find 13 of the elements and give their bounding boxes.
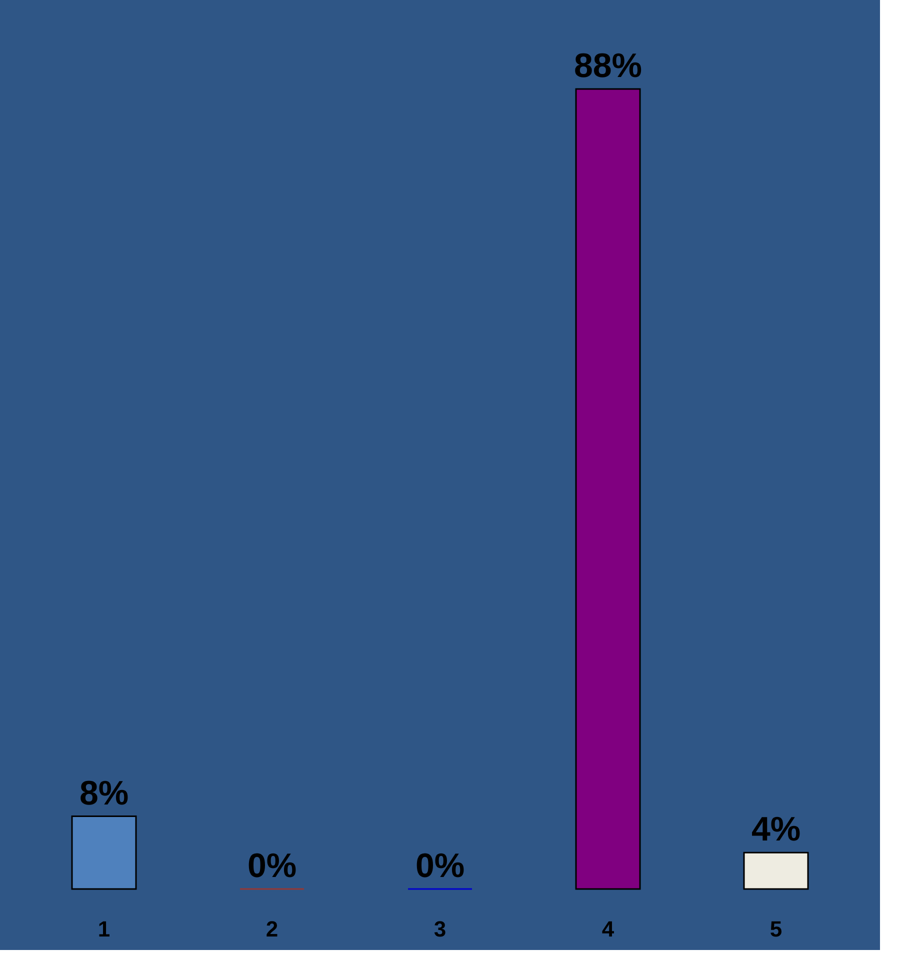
x-tick-label: 4: [602, 916, 615, 942]
data-label: 88%: [574, 47, 642, 85]
x-tick-label: 2: [266, 916, 278, 942]
bar: [743, 852, 809, 890]
x-tick-label: 5: [770, 916, 782, 942]
bar: [575, 88, 641, 890]
bar: [71, 816, 137, 890]
data-label: 0%: [247, 847, 297, 885]
data-label: 4%: [751, 810, 801, 849]
data-label: 8%: [79, 774, 129, 812]
x-tick-label: 1: [98, 916, 110, 942]
x-tick-label: 3: [434, 916, 446, 942]
data-label: 0%: [415, 847, 465, 885]
